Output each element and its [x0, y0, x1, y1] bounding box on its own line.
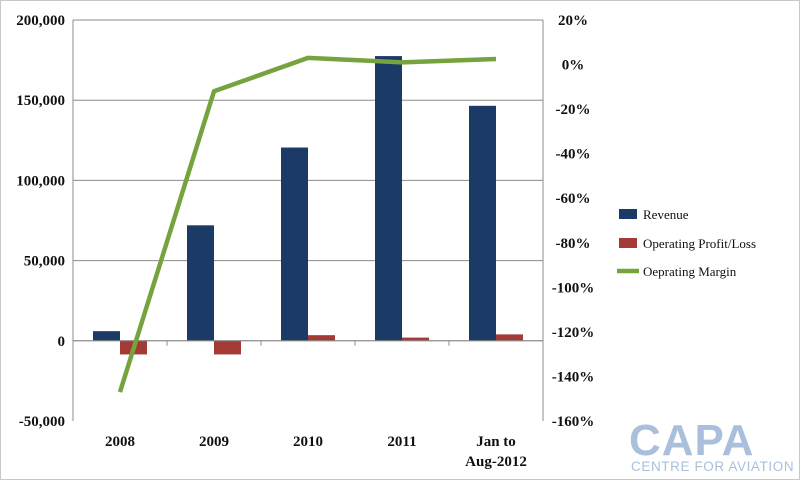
bars — [93, 56, 523, 355]
legend-label: Operating Profit/Loss — [643, 236, 756, 251]
left-axis-ticks: 200,000 150,000 100,000 50,000 0 -50,000 — [16, 13, 65, 430]
right-axis-ticks: 20% 0% -20% -40% -60% -80% -100% -120% -140% -160… — [552, 13, 595, 430]
right-tick-label: -80% — [556, 236, 591, 252]
legend-swatch — [619, 238, 637, 248]
right-tick-label: -120% — [552, 325, 595, 341]
right-tick-label: 20% — [558, 13, 588, 29]
legend-swatch — [619, 209, 637, 219]
right-tick-label: -60% — [556, 191, 591, 207]
legend: Revenue Operating Profit/Loss Oeprating Ma… — [617, 207, 756, 279]
right-tick-label: -40% — [556, 147, 591, 163]
category-labels: 2008 2009 2010 2011 Jan to Aug-2012 — [105, 434, 527, 470]
legend-label: Revenue — [643, 207, 689, 222]
bar-revenue — [469, 105, 496, 341]
category-label: 2009 — [199, 434, 229, 450]
category-label: 2011 — [387, 434, 416, 450]
bar-operating-profit-loss — [496, 334, 523, 341]
logo-wordmark: CAPA — [629, 416, 754, 465]
left-tick-label: 200,000 — [16, 13, 65, 29]
margin-line — [117, 55, 497, 393]
left-tick-label: 100,000 — [16, 173, 65, 189]
capa-logo: CAPA CENTRE FOR AVIATION — [629, 416, 794, 474]
bar-operating-profit-loss — [214, 340, 241, 355]
right-tick-label: -20% — [556, 102, 591, 118]
right-tick-label: -140% — [552, 369, 595, 385]
left-tick-label: 50,000 — [24, 254, 65, 270]
axes — [72, 20, 544, 421]
legend-label: Oeprating Margin — [643, 264, 737, 279]
right-tick-label: 0% — [562, 58, 585, 74]
category-label: Jan to — [476, 434, 516, 450]
category-label: 2008 — [105, 434, 135, 450]
left-tick-label: -50,000 — [19, 414, 65, 430]
logo-tagline: CENTRE FOR AVIATION — [631, 459, 794, 474]
left-tick-label: 0 — [58, 334, 66, 350]
category-label: 2010 — [293, 434, 323, 450]
bar-revenue — [281, 147, 308, 341]
left-tick-label: 150,000 — [16, 93, 65, 109]
bar-revenue — [375, 56, 402, 341]
line-oeprating-margin — [117, 55, 497, 393]
category-label: Aug-2012 — [465, 454, 527, 470]
bar-revenue — [187, 225, 214, 341]
bar-revenue — [93, 331, 120, 341]
bar-operating-profit-loss — [402, 337, 429, 341]
right-tick-label: -160% — [552, 414, 595, 430]
right-tick-label: -100% — [552, 280, 595, 296]
bar-operating-profit-loss — [308, 335, 335, 341]
